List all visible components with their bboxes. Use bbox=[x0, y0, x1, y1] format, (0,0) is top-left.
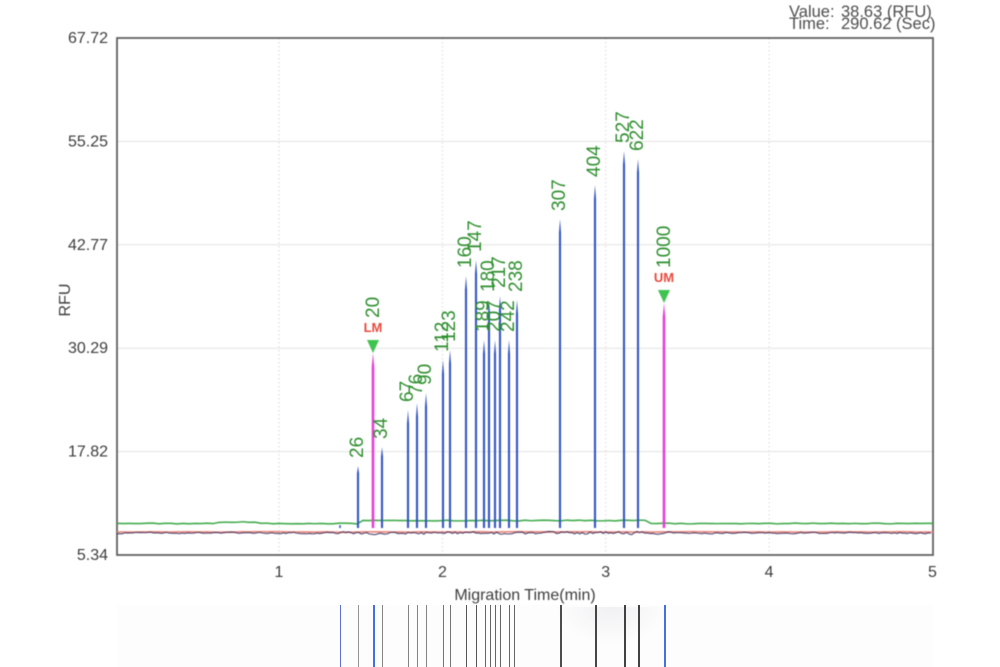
svg-text:4: 4 bbox=[765, 564, 774, 581]
svg-text:5: 5 bbox=[928, 564, 937, 581]
svg-text:3: 3 bbox=[601, 564, 610, 581]
svg-text:1000: 1000 bbox=[654, 226, 675, 268]
svg-text:5.34: 5.34 bbox=[77, 547, 108, 564]
svg-text:20: 20 bbox=[363, 297, 384, 318]
svg-text:90: 90 bbox=[415, 364, 436, 385]
svg-text:26: 26 bbox=[347, 437, 368, 458]
svg-text:622: 622 bbox=[627, 119, 648, 151]
svg-text:34: 34 bbox=[371, 417, 392, 439]
svg-text:Time:290.62 (Sec): Time: 290.62 (Sec) bbox=[789, 15, 935, 33]
svg-text:RFU: RFU bbox=[57, 284, 74, 317]
svg-text:1: 1 bbox=[275, 564, 284, 581]
svg-text:238: 238 bbox=[506, 260, 527, 292]
svg-text:LM: LM bbox=[364, 320, 383, 335]
svg-text:UM: UM bbox=[654, 270, 674, 285]
svg-text:17.82: 17.82 bbox=[68, 444, 108, 461]
svg-text:2: 2 bbox=[438, 564, 447, 581]
svg-text:30.29: 30.29 bbox=[68, 340, 108, 357]
svg-text:242: 242 bbox=[498, 300, 519, 332]
svg-text:42.77: 42.77 bbox=[68, 237, 108, 254]
svg-text:307: 307 bbox=[549, 179, 570, 211]
svg-text:55.25: 55.25 bbox=[68, 133, 108, 150]
svg-text:123: 123 bbox=[439, 310, 460, 342]
svg-text:404: 404 bbox=[584, 145, 605, 177]
svg-text:Migration Time(min): Migration Time(min) bbox=[454, 587, 595, 604]
svg-text:67.72: 67.72 bbox=[68, 30, 108, 47]
svg-text:147: 147 bbox=[465, 220, 486, 252]
